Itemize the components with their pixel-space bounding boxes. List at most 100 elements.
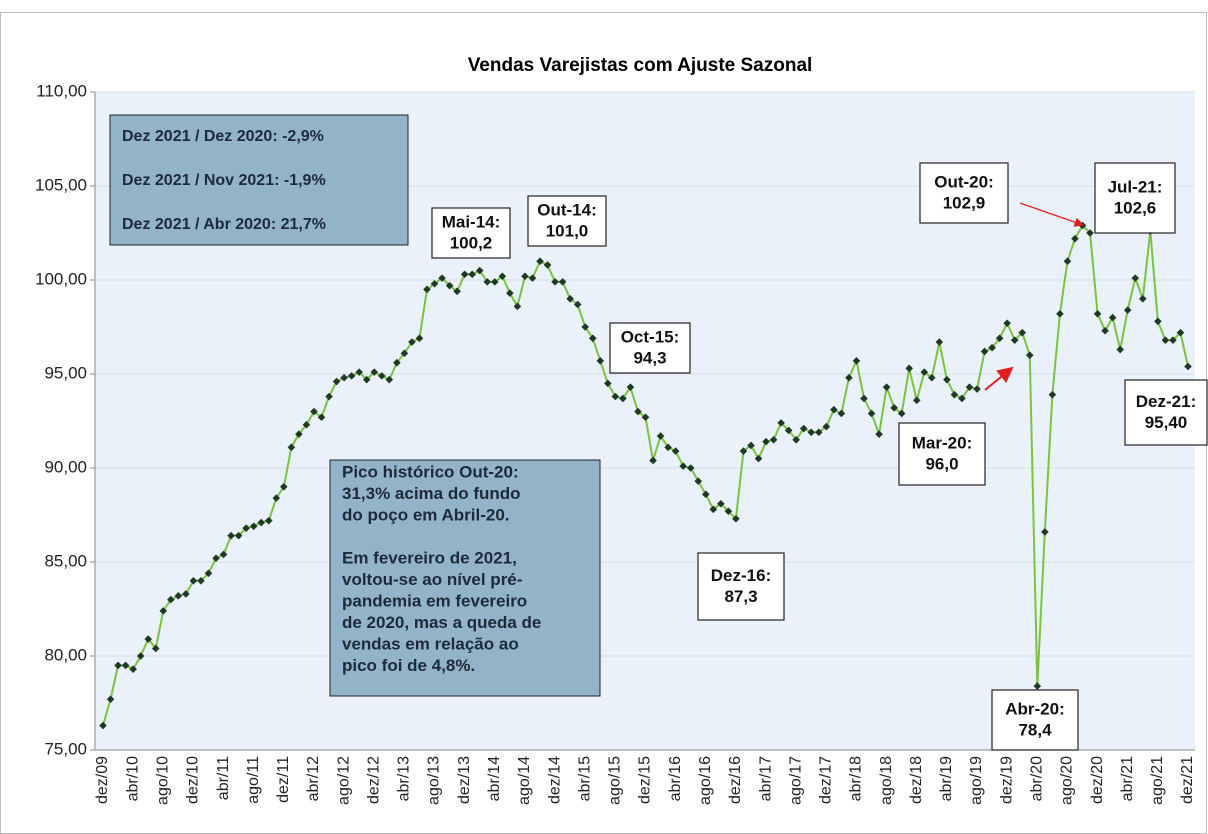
data-point [536, 257, 544, 265]
data-point [1108, 313, 1117, 322]
data-point [664, 443, 672, 452]
x-tick-label: ago/19 [968, 756, 985, 805]
annotation-box [1124, 379, 1208, 446]
annotation-value: 87,3 [724, 587, 757, 606]
data-point [988, 343, 996, 352]
x-tick-label: abr/18 [848, 756, 865, 801]
data-point [626, 383, 635, 391]
x-tick-label: ago/15 [607, 756, 624, 805]
data-point [799, 424, 808, 433]
x-tick-label: abr/14 [486, 756, 503, 801]
data-point [430, 279, 439, 288]
annotation-value: 94,3 [633, 348, 666, 367]
data-point [1138, 295, 1147, 303]
data-point [1003, 319, 1011, 328]
note-line: de 2020, mas a queda de [342, 613, 541, 632]
annotation-value: 102,6 [1114, 198, 1157, 217]
data-point [408, 338, 416, 346]
data-point [129, 665, 137, 673]
data-point [1086, 229, 1094, 237]
x-tick-label: dez/19 [998, 756, 1015, 804]
data-point [212, 554, 220, 563]
data-point [189, 577, 198, 585]
data-point [483, 278, 492, 286]
data-point [852, 357, 861, 365]
data-point [845, 373, 853, 382]
y-tick-label: 95,00 [44, 363, 87, 382]
data-point [551, 278, 559, 286]
x-tick-label: dez/16 [727, 756, 744, 804]
data-point [1184, 362, 1192, 371]
data-point [558, 278, 567, 286]
data-point [370, 368, 379, 376]
x-tick-label: dez/20 [1089, 756, 1106, 804]
data-point [99, 721, 107, 730]
x-tick-label: abr/21 [1119, 756, 1136, 801]
data-point [619, 394, 627, 403]
data-point [355, 368, 363, 376]
annotation-box [991, 689, 1079, 751]
annotation-box [609, 322, 691, 374]
data-point [362, 375, 371, 384]
x-tick-label: dez/13 [456, 756, 473, 804]
data-point [423, 285, 431, 294]
annotation-box [919, 162, 1009, 224]
data-point [739, 447, 748, 455]
data-point [438, 274, 446, 282]
data-point [965, 383, 974, 391]
y-tick-label: 105,00 [35, 175, 87, 194]
data-point [573, 300, 582, 309]
data-point [1056, 310, 1064, 318]
x-tick-label: dez/15 [637, 756, 654, 804]
data-point [1116, 345, 1124, 354]
data-point [912, 396, 921, 405]
data-point [513, 302, 522, 311]
x-tick-label: ago/18 [878, 756, 895, 805]
annotation-title: Out-14: [537, 200, 597, 219]
data-point [543, 261, 552, 269]
data-point [174, 592, 183, 600]
data-point [875, 430, 883, 438]
data-point [980, 347, 989, 356]
data-point [686, 464, 695, 472]
y-tick-label: 100,00 [35, 269, 87, 288]
x-tick-label: dez/11 [275, 756, 292, 803]
data-point [468, 270, 477, 279]
data-point [151, 644, 160, 653]
annotation-value: 95,40 [1145, 413, 1188, 432]
note-line: do poço em Abril-20. [342, 505, 510, 524]
data-point [340, 373, 348, 382]
data-point [506, 289, 514, 297]
data-point [897, 409, 906, 418]
data-point [106, 695, 115, 704]
data-point [498, 272, 507, 281]
data-point [656, 432, 665, 440]
data-point [634, 407, 642, 416]
data-point [1048, 390, 1057, 399]
data-point [807, 428, 816, 437]
x-tick-label: abr/10 [124, 756, 141, 801]
data-point [604, 379, 612, 388]
data-point [491, 278, 499, 286]
note-box [329, 459, 601, 697]
data-point [671, 447, 680, 455]
data-point [332, 377, 341, 386]
stats-line: Dez 2021 / Abr 2020: 21,7% [122, 216, 326, 233]
annotation-title: Mai-14: [442, 212, 501, 231]
data-point [769, 436, 778, 444]
x-tick-label: dez/18 [908, 756, 925, 804]
data-point [1063, 257, 1072, 265]
data-point [521, 272, 529, 281]
data-point [995, 334, 1004, 343]
data-point [588, 334, 597, 343]
data-point [1161, 336, 1170, 344]
data-point [159, 607, 168, 615]
x-tick-label: abr/12 [305, 756, 322, 801]
data-point [814, 428, 823, 437]
data-point [860, 394, 868, 403]
arrow [1019, 202, 1085, 227]
stats-box [109, 114, 409, 246]
data-point [204, 569, 213, 578]
data-point [460, 270, 469, 279]
